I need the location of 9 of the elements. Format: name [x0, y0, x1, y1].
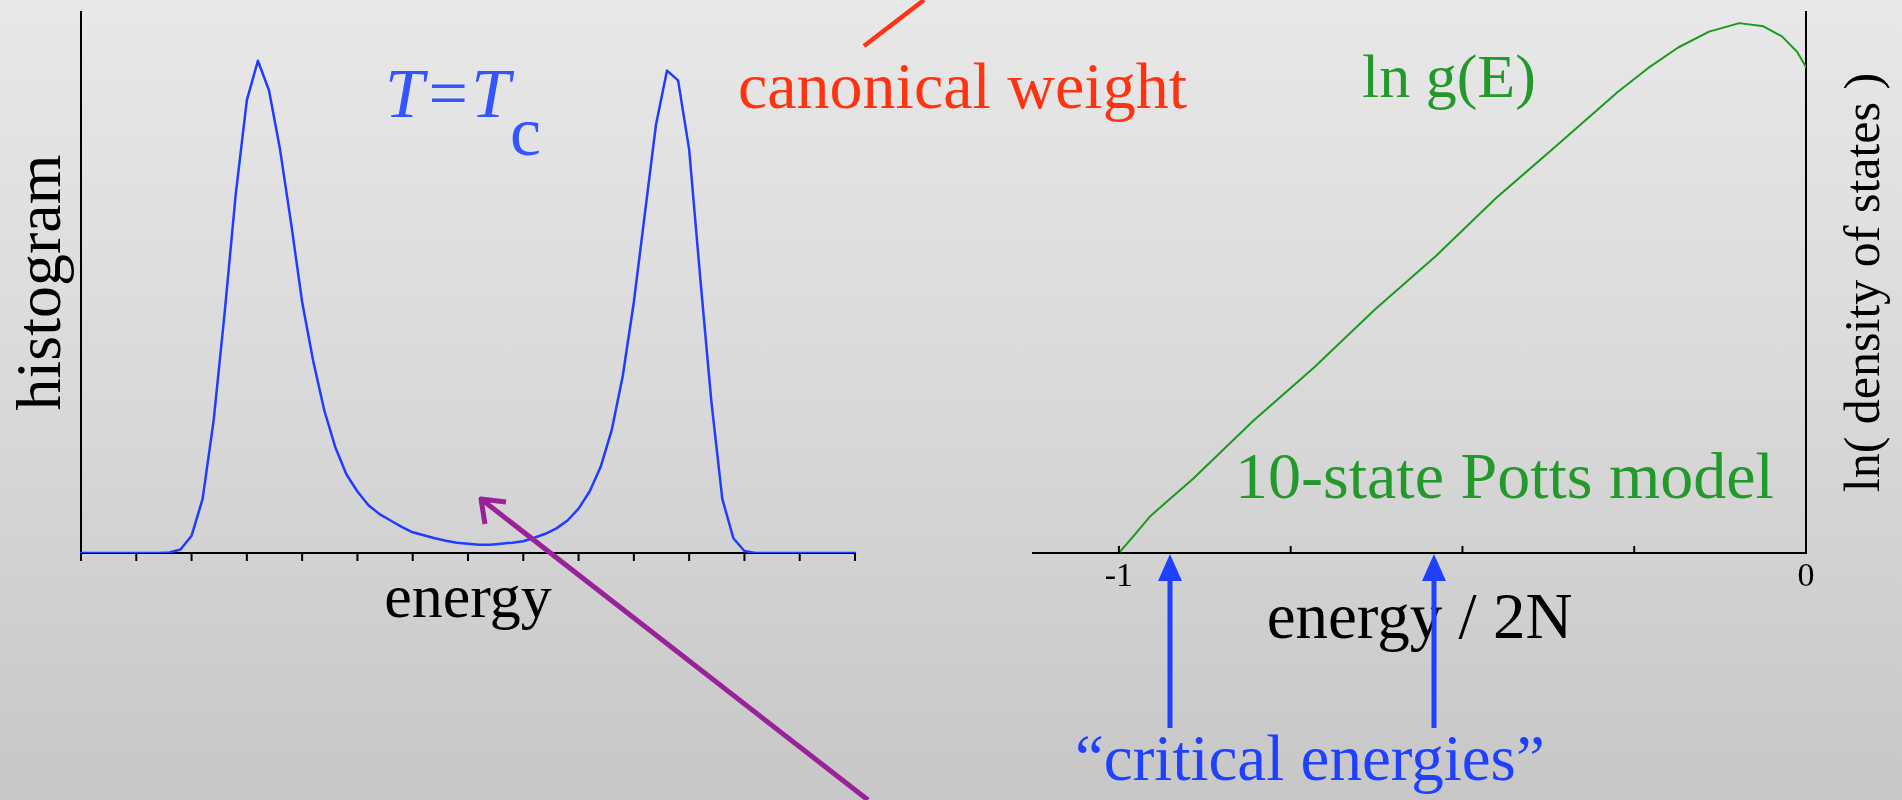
annotation: ln g(E) — [1362, 42, 1536, 111]
x-tick-label: 0 — [1797, 556, 1815, 593]
y-axis-title: histogram — [3, 154, 74, 411]
annotation: canonical weight — [738, 48, 1187, 122]
x-tick-label: -1 — [1104, 556, 1134, 593]
annotation: 10-state Potts model — [1235, 438, 1774, 512]
text: “critical energies” — [1075, 721, 1545, 794]
x-axis-title: energy — [384, 562, 552, 630]
y-axis-title: ln( density of states ) — [1834, 72, 1890, 493]
